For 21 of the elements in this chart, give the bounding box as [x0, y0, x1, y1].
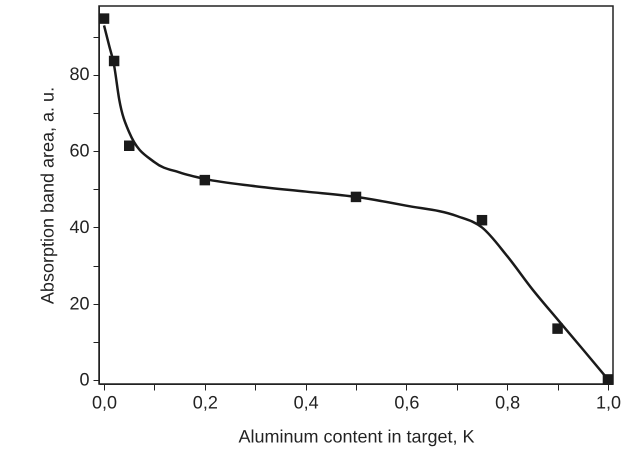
point — [200, 174, 210, 186]
x-tick-label: 1,0 — [596, 392, 621, 412]
y-tick-label: 80 — [69, 64, 90, 84]
point — [108, 56, 120, 66]
point — [476, 214, 488, 226]
point — [350, 192, 362, 202]
x-tick-label: 0,6 — [394, 392, 420, 412]
x-axis-title: Aluminum content in target, K — [238, 426, 475, 446]
y-axis-title: Absorption band area, a. u. — [37, 86, 58, 304]
y-tick-label: 60 — [69, 140, 90, 161]
y-tick-label: 20 — [69, 293, 90, 314]
y-tick-label: 0 — [79, 370, 90, 390]
x-tick-label: 0,8 — [495, 392, 520, 412]
x-tick-label: 0,4 — [294, 392, 319, 412]
x-tick-label: 0,2 — [192, 392, 218, 412]
point — [602, 374, 614, 385]
point — [124, 140, 134, 151]
point — [98, 13, 110, 24]
x-tick-label: 0,0 — [92, 392, 118, 412]
point — [552, 323, 563, 334]
y-tick-label: 40 — [69, 216, 90, 237]
